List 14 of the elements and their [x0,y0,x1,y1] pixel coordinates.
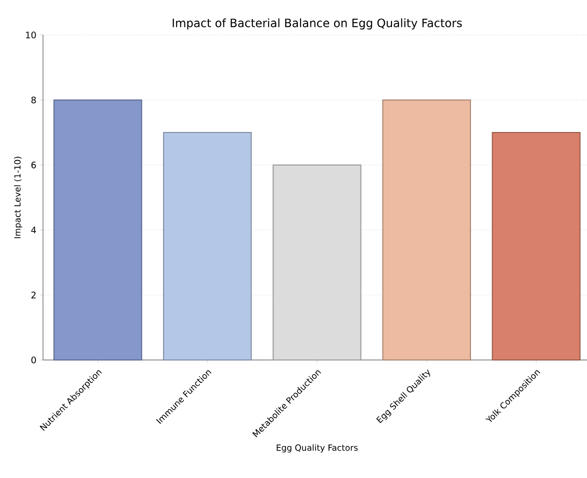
bar [272,164,362,360]
y-tick-label: 2 [31,292,36,298]
x-axis-title: Egg Quality Factors [276,444,358,452]
y-tick-label: 4 [31,226,36,234]
bar [492,132,581,360]
chart-title: Impact of Bacterial Balance on Egg Quality Factors [172,18,462,30]
y-tick-label: 10 [26,32,36,38]
y-tick-label: 8 [31,96,36,104]
y-axis-title: Impact Level (1-10) [14,156,22,238]
bar [382,99,471,360]
y-tick-label: 0 [31,356,36,364]
y-tick-label: 6 [31,162,36,168]
bar [163,132,252,360]
bar [53,99,142,360]
